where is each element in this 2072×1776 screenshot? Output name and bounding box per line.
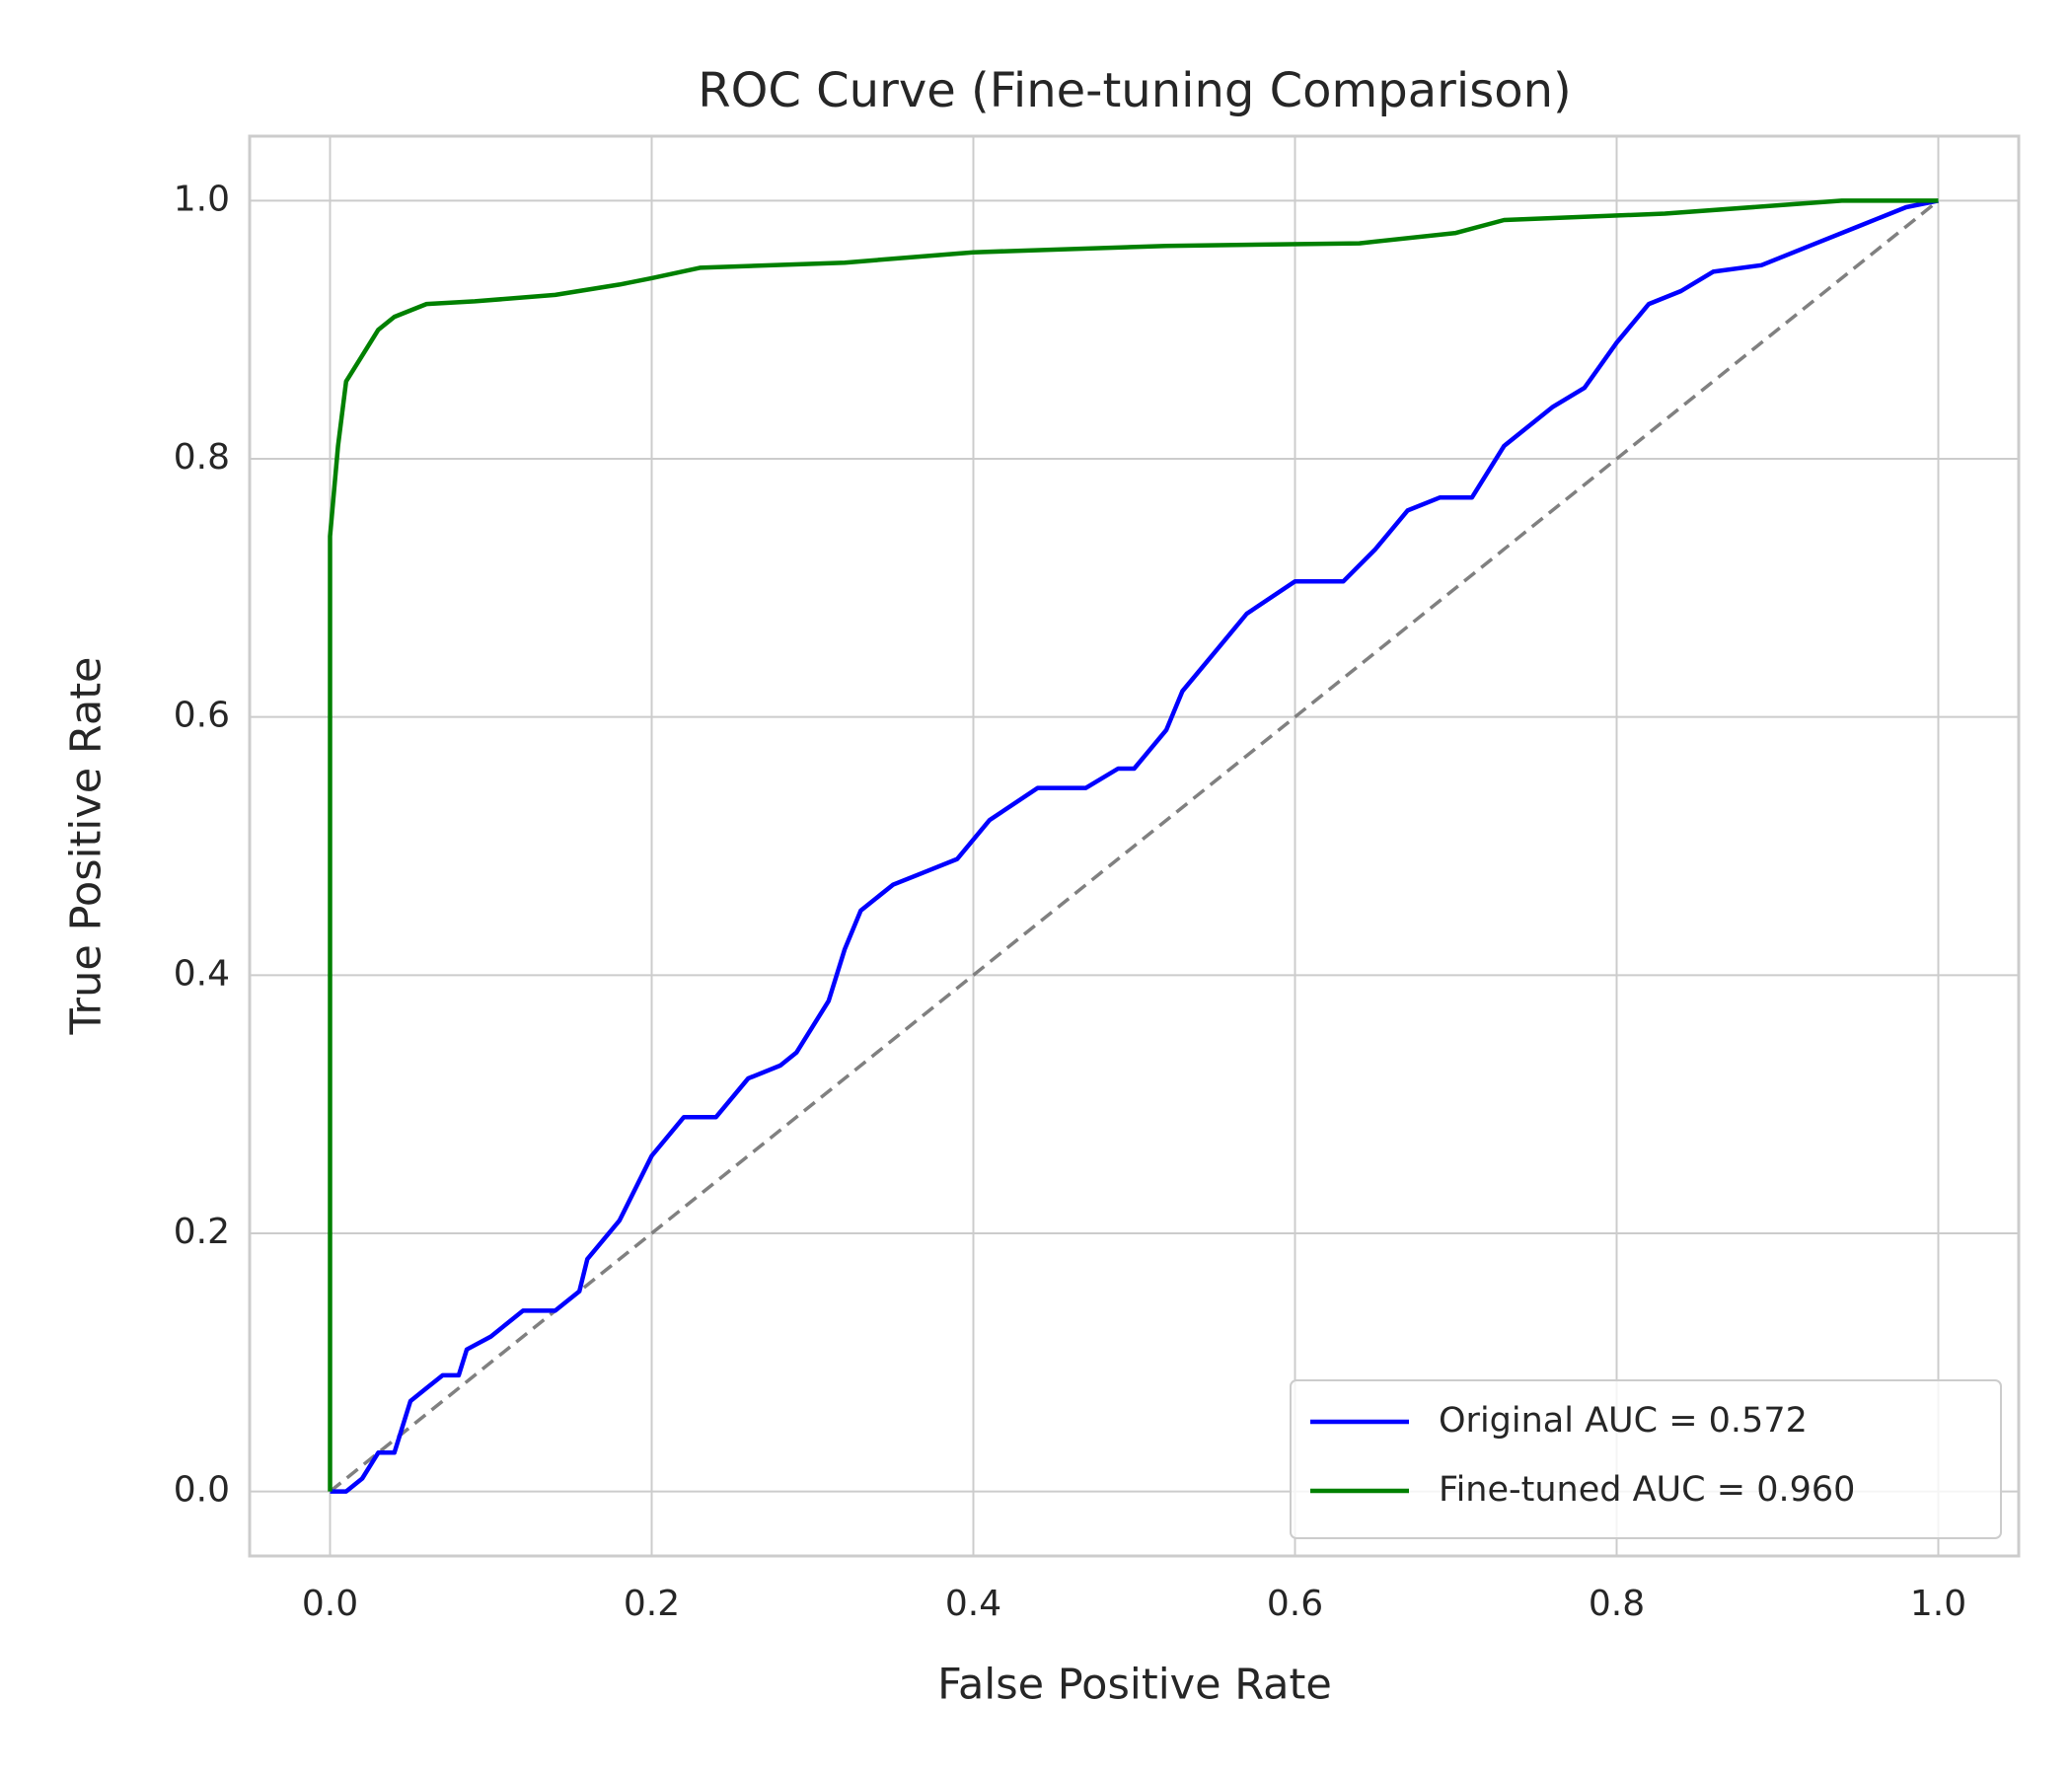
- y-tick-label: 0.6: [174, 696, 230, 736]
- reference-line: [329, 199, 1940, 1493]
- x-tick-label: 0.8: [1589, 1584, 1645, 1624]
- x-tick-label: 0.2: [624, 1584, 680, 1624]
- chart-title: ROC Curve (Fine-tuning Comparison): [698, 63, 1572, 118]
- y-axis-label: True Positive Rate: [62, 656, 111, 1035]
- y-tick-label: 0.2: [174, 1212, 230, 1252]
- y-tick-label: 0.4: [174, 953, 230, 994]
- legend-box: [1290, 1379, 2002, 1539]
- legend-label: Original AUC = 0.572: [1439, 1401, 1808, 1441]
- roc-line: [330, 198, 1939, 1494]
- y-tick-label: 1.0: [174, 179, 230, 219]
- x-axis-label: False Positive Rate: [937, 1661, 1332, 1710]
- x-tick-label: 0.6: [1267, 1584, 1323, 1624]
- y-tick-label: 0.0: [174, 1470, 230, 1511]
- roc-line: [328, 198, 1939, 1492]
- y-tick-label: 0.8: [174, 437, 230, 478]
- x-tick-label: 1.0: [1910, 1584, 1966, 1624]
- plot-frame: [248, 134, 2021, 1558]
- x-tick-label: 0.4: [945, 1584, 1001, 1624]
- legend-label: Fine-tuned AUC = 0.960: [1439, 1470, 1855, 1510]
- x-tick-label: 0.0: [302, 1584, 358, 1624]
